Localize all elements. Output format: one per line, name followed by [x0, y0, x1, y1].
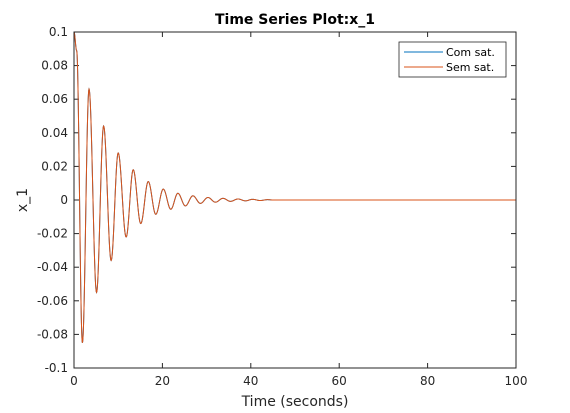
series-line-sem-sat: [73, 31, 516, 343]
plot-border: [73, 31, 517, 369]
legend: Com sat. Sem sat.: [398, 41, 507, 78]
y-tick-label: 0: [60, 193, 68, 207]
x-axis-label: Time (seconds): [241, 394, 349, 410]
y-tick-label: 0.08: [41, 59, 68, 73]
x-tick-label: 100: [505, 374, 528, 388]
legend-label-sem-sat: Sem sat.: [446, 61, 494, 74]
x-tick-label: 80: [420, 374, 435, 388]
legend-label-com-sat: Com sat.: [446, 46, 495, 59]
y-tick-label: -0.02: [37, 227, 68, 241]
x-tick-label: 40: [243, 374, 258, 388]
y-tick-label: 0.06: [41, 92, 68, 106]
y-tick-label: 0.02: [41, 159, 68, 173]
x-tick-label: 0: [70, 374, 78, 388]
series-layer: [73, 31, 516, 343]
chart-title: Time Series Plot:x_1: [215, 12, 375, 28]
x-tick-label: 20: [155, 374, 170, 388]
y-tick-label: 0.1: [49, 25, 68, 39]
y-tick-label: -0.06: [37, 294, 68, 308]
axis-ticks: 0 20 40 60 80 100 -0.1 -0.08 -0.06 -0.04 -0.02 0 0.0…: [37, 25, 528, 388]
y-axis-label: x_1: [15, 188, 31, 212]
y-tick-label: 0.04: [41, 126, 68, 140]
y-tick-label: -0.08: [37, 327, 68, 341]
x-tick-label: 60: [332, 374, 347, 388]
legend-box: [398, 41, 507, 78]
y-tick-label: -0.1: [45, 361, 68, 375]
y-tick-label: -0.04: [37, 260, 68, 274]
